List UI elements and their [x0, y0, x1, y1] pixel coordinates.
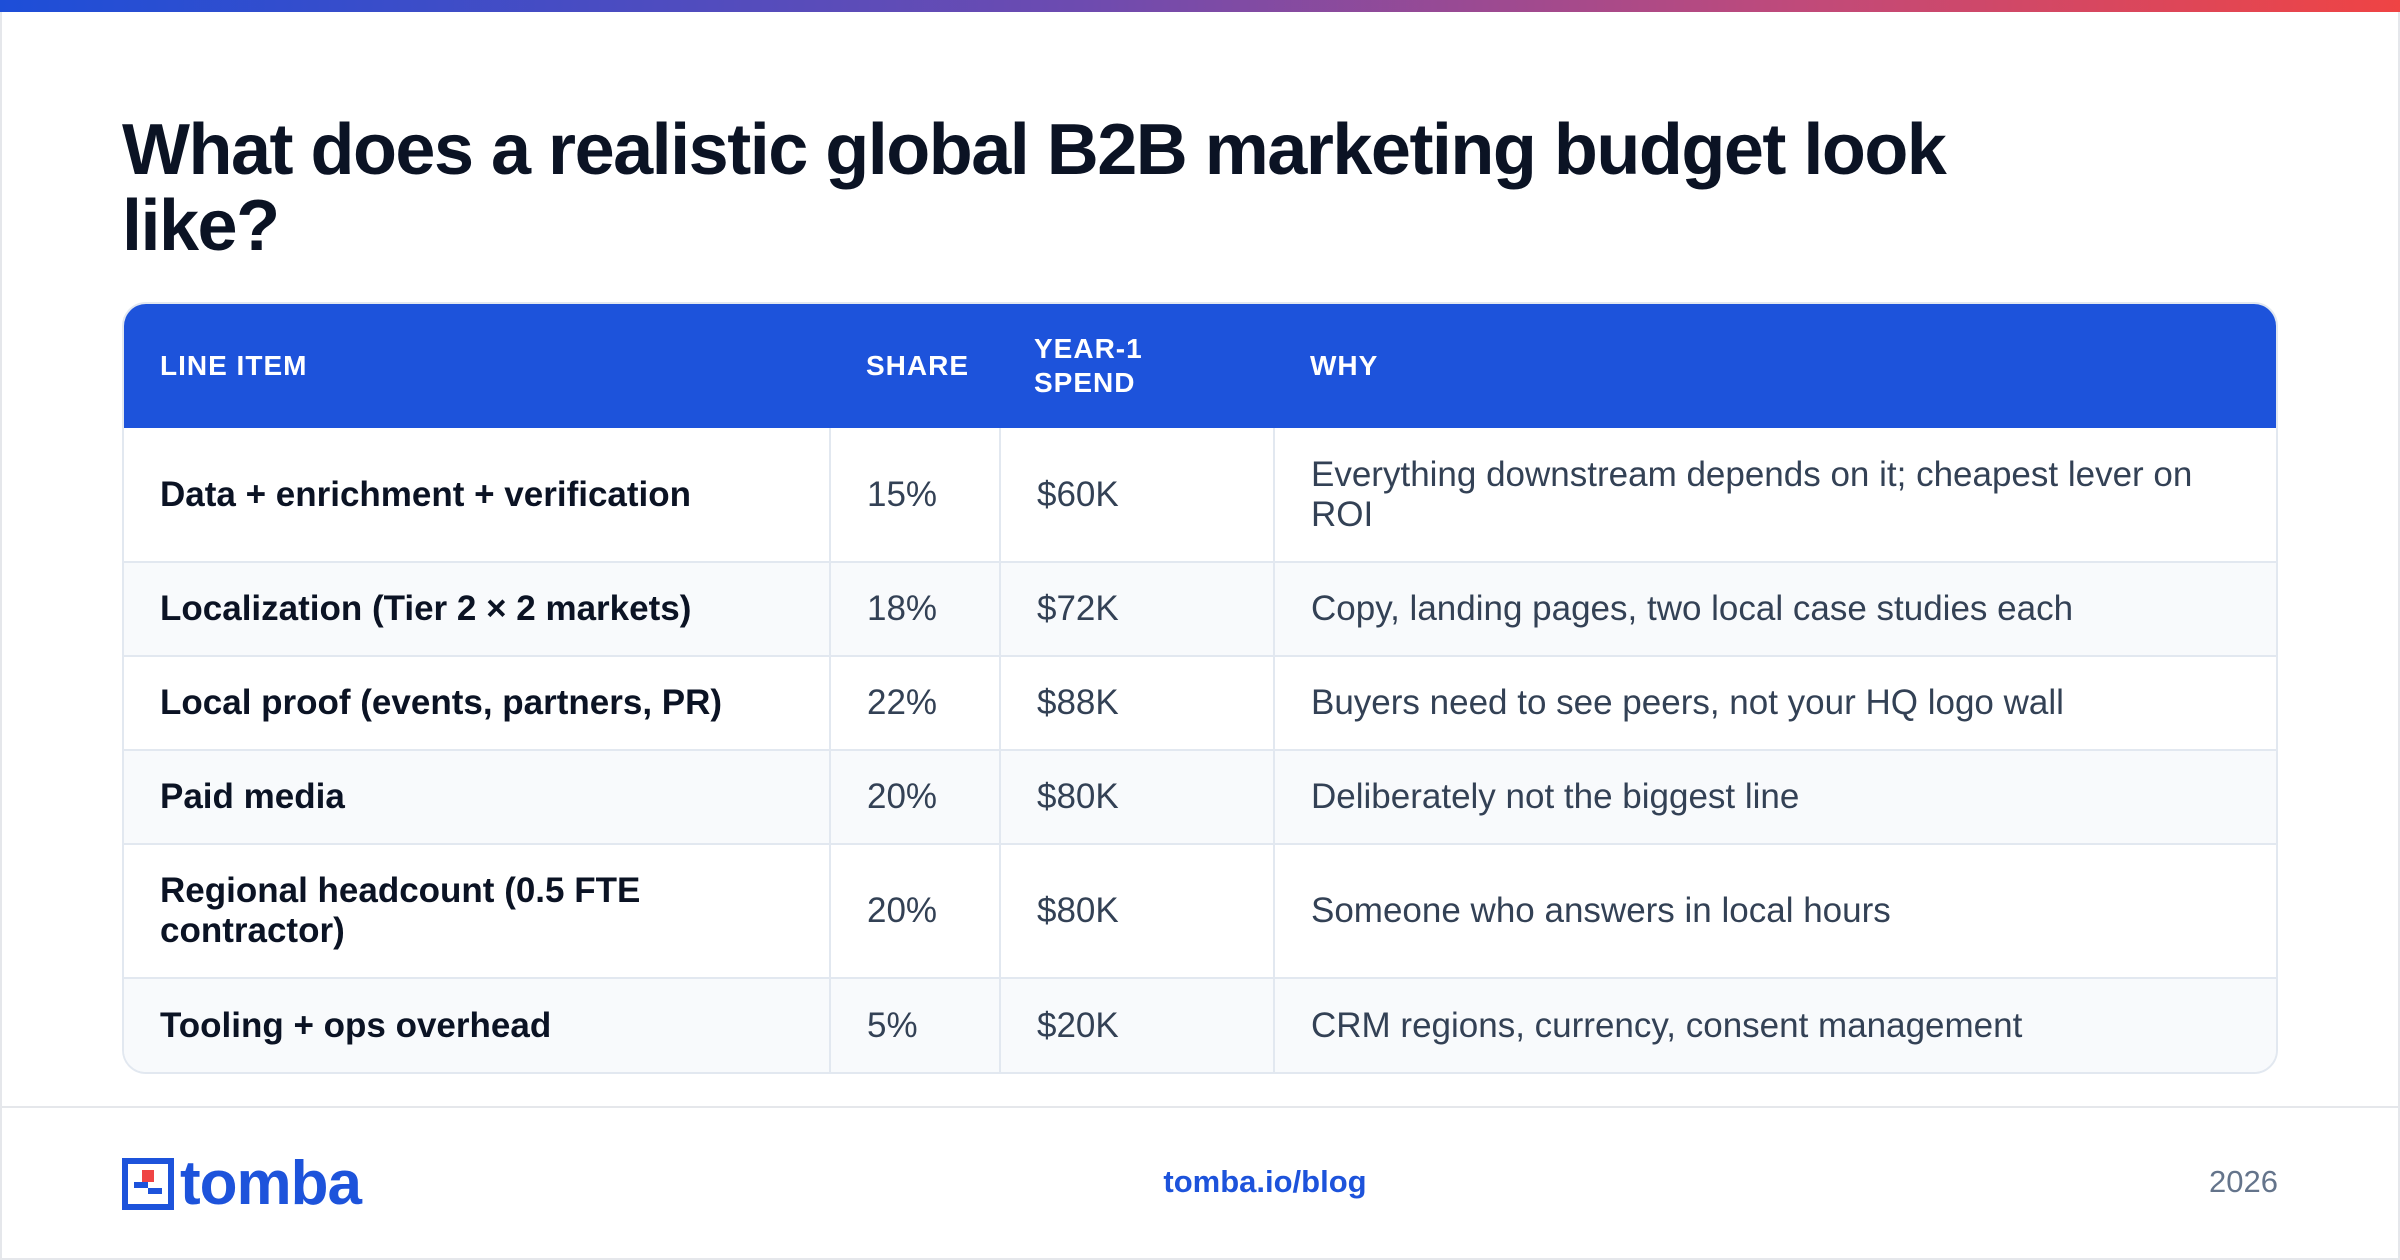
cell-share: 20%: [830, 749, 1001, 844]
cell-line-item: Local proof (events, partners, PR): [124, 655, 831, 750]
tomba-logo[interactable]: tomba: [122, 1149, 362, 1218]
table-row: Data + enrichment + verification 15% $60…: [124, 428, 2276, 562]
page-title: What does a realistic global B2B marketi…: [122, 110, 1947, 266]
cell-why: Buyers need to see peers, not your HQ lo…: [1274, 655, 2276, 750]
cell-why: CRM regions, currency, consent managemen…: [1274, 977, 2276, 1072]
cell-share: 22%: [830, 655, 1001, 750]
cell-why: Someone who answers in local hours: [1274, 843, 2276, 978]
header-row: LINE ITEM SHARE YEAR-1 SPEND WHY: [124, 304, 2276, 428]
budget-table-container: LINE ITEM SHARE YEAR-1 SPEND WHY Data + …: [122, 302, 2278, 1074]
footer-year: 2026: [2209, 1164, 2278, 1199]
cell-spend: $80K: [1000, 843, 1275, 978]
budget-table: LINE ITEM SHARE YEAR-1 SPEND WHY Data + …: [124, 304, 2276, 1072]
cell-why: Deliberately not the biggest line: [1274, 749, 2276, 844]
cell-line-item: Tooling + ops overhead: [124, 977, 831, 1072]
cell-share: 18%: [830, 561, 1001, 656]
footer-divider: [0, 1106, 2400, 1108]
tomba-logo-mark-icon: [122, 1158, 174, 1210]
header-share: SHARE: [866, 350, 970, 381]
table-row: Local proof (events, partners, PR) 22% $…: [124, 655, 2276, 750]
table-row: Regional headcount (0.5 FTE contractor) …: [124, 843, 2276, 978]
cell-share: 20%: [830, 843, 1001, 978]
table-row: Localization (Tier 2 × 2 markets) 18% $7…: [124, 561, 2276, 656]
top-gradient-bar: [0, 0, 2400, 12]
cell-spend: $20K: [1000, 977, 1275, 1072]
header-year1-spend: YEAR-1 SPEND: [1000, 304, 1274, 428]
cell-line-item: Paid media: [124, 749, 831, 844]
cell-why: Copy, landing pages, two local case stud…: [1274, 561, 2276, 656]
header-spend-line1: YEAR-1: [1034, 333, 1143, 364]
cell-spend: $60K: [1000, 428, 1275, 562]
cell-line-item: Localization (Tier 2 × 2 markets): [124, 561, 831, 656]
table-header: LINE ITEM SHARE YEAR-1 SPEND WHY: [124, 304, 2276, 428]
cell-spend: $72K: [1000, 561, 1275, 656]
tomba-logo-text: tomba: [180, 1149, 362, 1218]
cell-line-item: Data + enrichment + verification: [124, 428, 831, 562]
table-body: Data + enrichment + verification 15% $60…: [124, 428, 2276, 1072]
cell-share: 15%: [830, 428, 1001, 562]
table-row: Paid media 20% $80K Deliberately not the…: [124, 749, 2276, 844]
cell-line-item: Regional headcount (0.5 FTE contractor): [124, 843, 831, 978]
cell-share: 5%: [830, 977, 1001, 1072]
blog-link[interactable]: tomba.io/blog: [1163, 1164, 1367, 1199]
cell-spend: $80K: [1000, 749, 1275, 844]
header-spend-line2: SPEND: [1034, 367, 1136, 398]
cell-spend: $88K: [1000, 655, 1275, 750]
footer-link-container: tomba.io/blog: [0, 1164, 2400, 1200]
cell-why: Everything downstream depends on it; che…: [1311, 454, 2193, 534]
header-line-item: LINE ITEM: [160, 350, 308, 381]
table-row: Tooling + ops overhead 5% $20K CRM regio…: [124, 977, 2276, 1072]
header-why: WHY: [1310, 350, 1379, 381]
